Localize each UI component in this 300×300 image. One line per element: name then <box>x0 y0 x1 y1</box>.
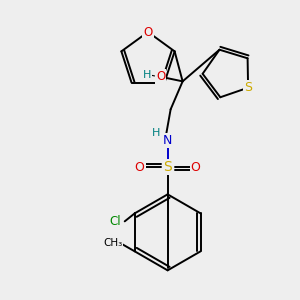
Text: S: S <box>163 160 172 174</box>
Text: H: H <box>152 128 160 138</box>
Text: S: S <box>244 81 252 94</box>
Text: O: O <box>191 161 201 174</box>
Text: O: O <box>135 161 145 174</box>
Text: O: O <box>156 70 165 83</box>
Text: N: N <box>163 134 172 147</box>
Text: CH₃: CH₃ <box>103 238 122 248</box>
Text: H: H <box>142 70 151 80</box>
Text: Cl: Cl <box>109 215 121 228</box>
Text: O: O <box>143 26 153 38</box>
